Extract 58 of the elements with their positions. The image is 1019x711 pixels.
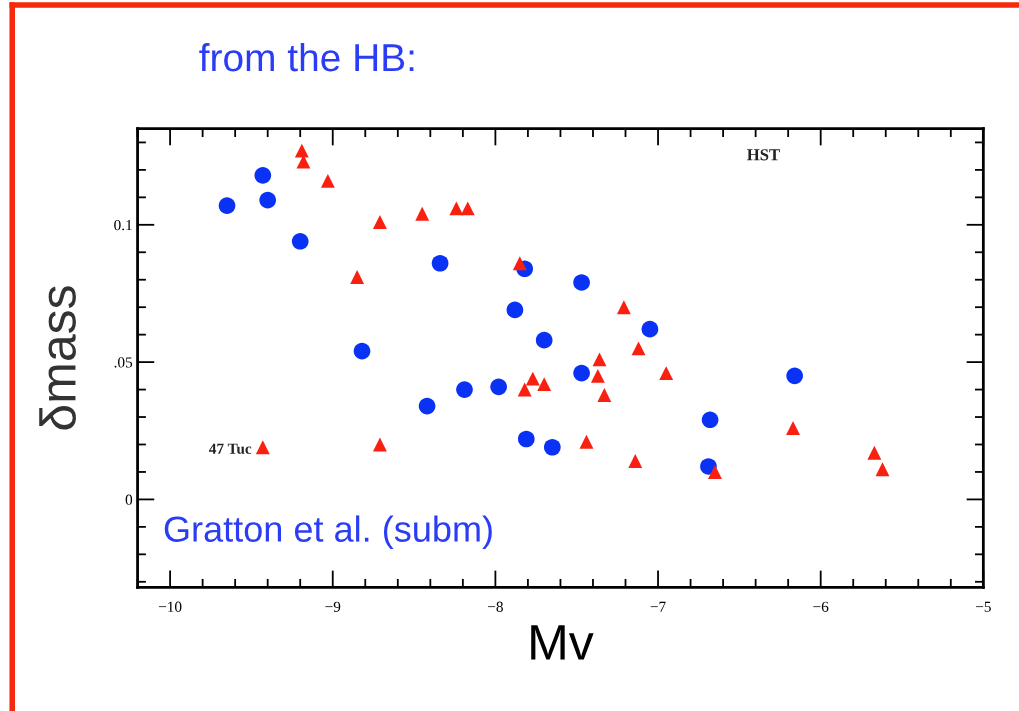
point <box>867 445 882 460</box>
point <box>590 368 605 383</box>
point <box>259 191 277 209</box>
point <box>592 352 607 367</box>
x-tick-label: −7 <box>650 601 666 612</box>
point <box>431 254 449 272</box>
point <box>641 320 659 338</box>
point <box>537 377 552 392</box>
y-axis-title: δmass <box>39 286 76 430</box>
annotation: HST <box>747 149 780 161</box>
x-tick-label: −6 <box>813 601 829 612</box>
point <box>616 300 631 315</box>
x-tick-label: −10 <box>158 601 182 612</box>
point <box>517 382 532 397</box>
point <box>512 256 527 271</box>
point <box>418 397 436 415</box>
point <box>415 206 430 221</box>
point <box>786 421 800 435</box>
point <box>350 270 365 284</box>
point <box>579 434 594 449</box>
point <box>255 440 270 455</box>
point <box>525 371 540 386</box>
point <box>659 366 674 381</box>
point <box>254 167 272 184</box>
x-axis-title: Mv <box>531 625 594 660</box>
point <box>543 438 561 456</box>
point <box>708 465 722 479</box>
x-tick-label: −8 <box>488 601 503 612</box>
point <box>786 367 803 385</box>
point <box>353 342 371 360</box>
annotation: Gratton et al. (subm) <box>164 515 492 550</box>
point <box>218 197 236 214</box>
point <box>456 381 473 398</box>
point <box>701 411 719 429</box>
point <box>517 430 535 448</box>
point <box>506 301 524 319</box>
point <box>372 437 387 452</box>
x-tick-label: −5 <box>975 601 991 612</box>
y-tick-label: 0.1 <box>114 219 132 231</box>
point <box>320 173 335 188</box>
point <box>628 454 643 468</box>
y-tick-label: .05 <box>114 357 133 368</box>
point <box>597 388 612 403</box>
point <box>535 331 553 349</box>
point <box>490 378 507 396</box>
point <box>449 201 464 216</box>
point <box>875 462 890 477</box>
point <box>460 201 475 216</box>
x-tick-label: −9 <box>325 601 341 612</box>
chart-title: from the HB: <box>199 42 414 72</box>
point <box>291 232 309 250</box>
point <box>294 143 309 158</box>
y-tick-label: 0 <box>125 494 133 505</box>
point <box>631 341 646 356</box>
point <box>573 364 590 382</box>
annotation: 47 Tuc <box>209 443 252 454</box>
point <box>372 215 387 229</box>
point <box>573 274 590 291</box>
